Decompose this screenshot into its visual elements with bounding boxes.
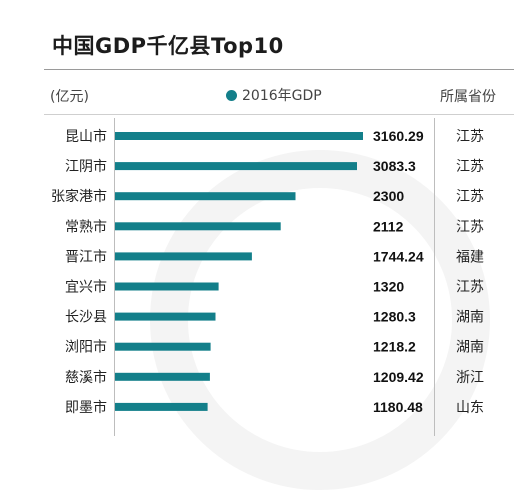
value-label: 3160.29 — [373, 128, 424, 144]
chart-title: 中国GDP千亿县Top10 — [52, 34, 284, 58]
bar — [115, 402, 208, 411]
unit-label: (亿元) — [50, 89, 89, 105]
province-label: 湖南 — [456, 340, 484, 356]
province-divider-line — [434, 118, 435, 436]
category-label: 昆山市 — [65, 128, 107, 145]
value-label: 1218.2 — [373, 339, 416, 355]
category-label: 张家港市 — [51, 188, 107, 205]
province-column-header: 所属省份 — [440, 89, 496, 105]
bar — [115, 252, 252, 261]
title-divider — [44, 69, 514, 70]
bar — [115, 192, 296, 201]
province-label: 江苏 — [456, 280, 484, 296]
bar — [115, 222, 281, 231]
province-label: 江苏 — [456, 129, 484, 145]
legend: 2016年GDP — [226, 85, 322, 105]
category-label: 浏阳市 — [65, 339, 107, 356]
category-label: 常熟市 — [65, 218, 107, 235]
legend-label: 2016年GDP — [242, 88, 322, 104]
bar — [115, 372, 210, 381]
legend-marker — [226, 89, 237, 101]
value-label: 3083.3 — [373, 158, 416, 174]
bar — [115, 342, 211, 351]
province-label: 浙江 — [456, 370, 484, 386]
category-label: 慈溪市 — [65, 369, 107, 386]
category-label: 即墨市 — [65, 399, 107, 416]
category-label: 江阴市 — [65, 158, 107, 175]
province-label: 山东 — [456, 400, 484, 416]
province-label: 湖南 — [456, 310, 484, 326]
header-divider — [44, 114, 514, 115]
value-label: 1280.3 — [373, 309, 416, 325]
category-label: 长沙县 — [65, 310, 107, 326]
bar — [115, 162, 357, 171]
value-label: 1180.48 — [373, 399, 423, 415]
bar — [115, 282, 219, 291]
province-label: 福建 — [456, 249, 484, 265]
category-axis-line — [114, 118, 115, 436]
value-label: 1744.24 — [373, 248, 424, 264]
value-label: 2300 — [373, 188, 404, 204]
province-label: 江苏 — [456, 159, 484, 175]
bar — [115, 312, 216, 321]
province-label: 江苏 — [456, 219, 484, 235]
value-label: 1320 — [373, 279, 404, 295]
bar — [115, 132, 363, 140]
value-label: 2112 — [373, 218, 404, 234]
category-label: 晋江市 — [65, 248, 107, 265]
value-label: 1209.42 — [373, 369, 424, 385]
category-label: 宜兴市 — [65, 279, 107, 296]
province-label: 江苏 — [456, 189, 484, 205]
